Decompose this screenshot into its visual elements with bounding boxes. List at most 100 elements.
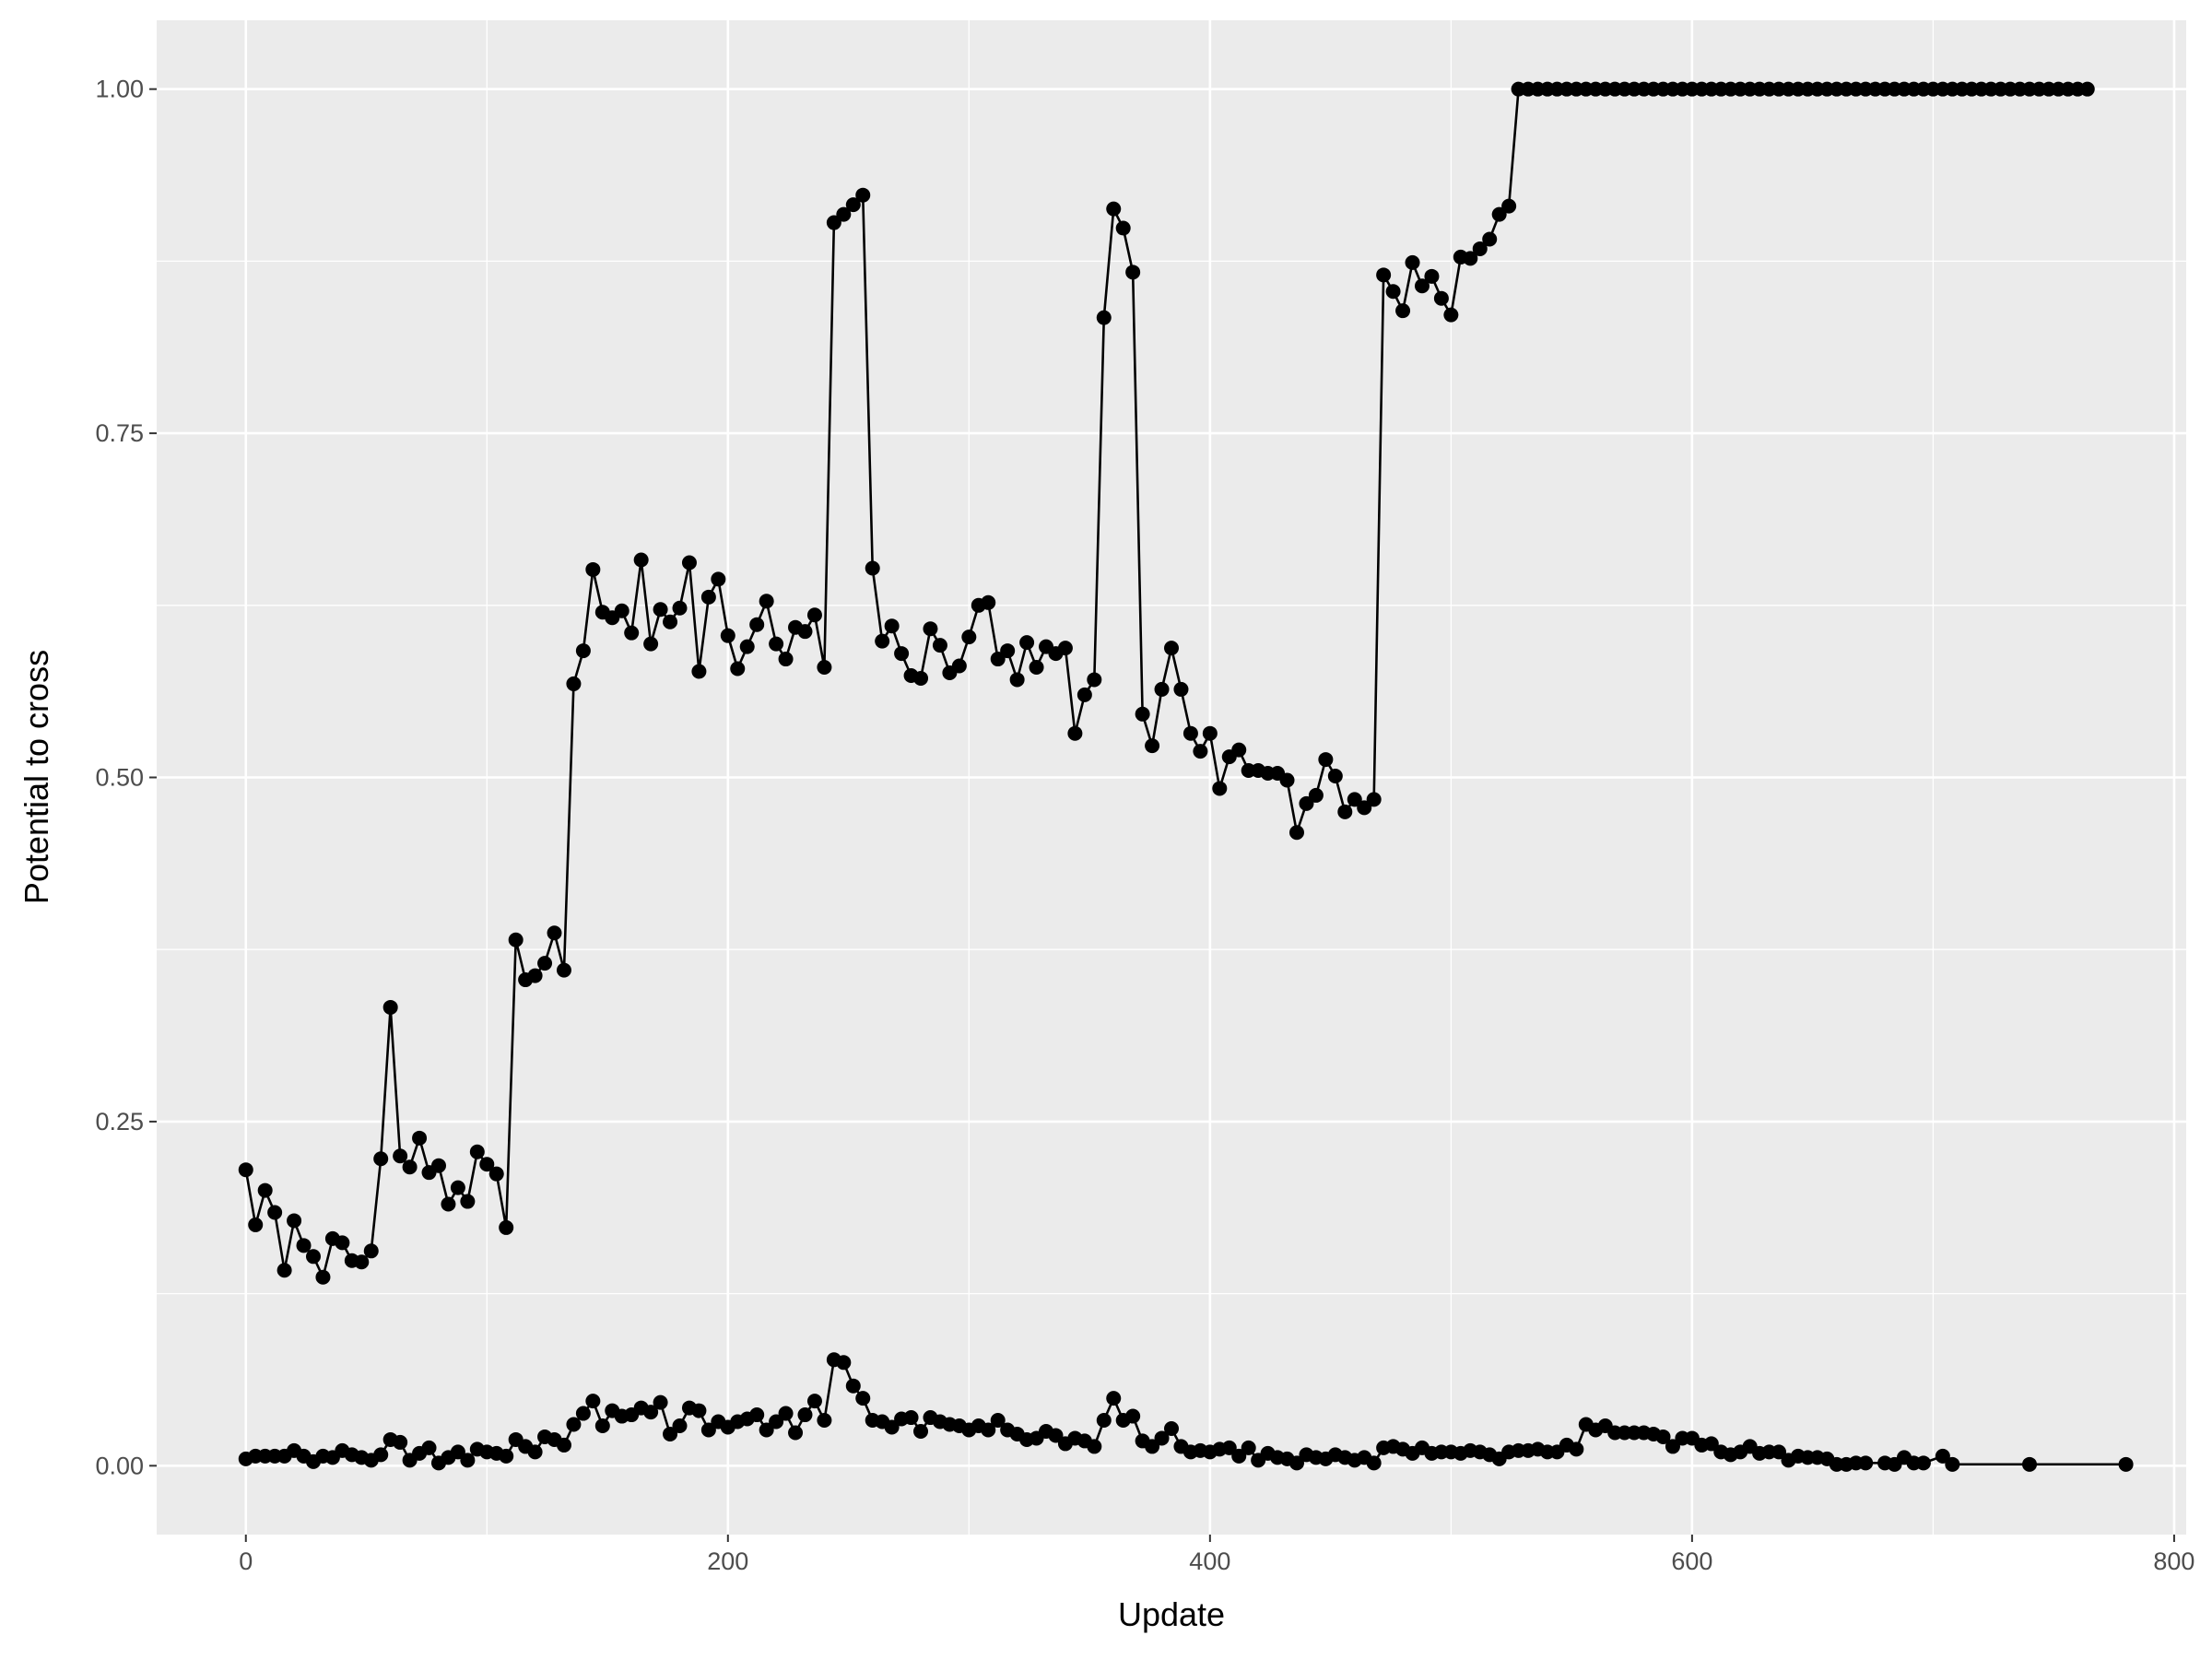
data-point: [1009, 672, 1025, 688]
data-point: [700, 589, 716, 605]
data-point: [1057, 641, 1073, 656]
data-point: [2079, 81, 2095, 97]
data-point: [769, 636, 784, 652]
y-tick-label: 1.00: [95, 76, 144, 103]
data-point: [1135, 706, 1150, 722]
data-point: [1308, 787, 1324, 803]
data-point: [1327, 769, 1343, 784]
data-point: [421, 1440, 437, 1455]
data-point: [1424, 268, 1440, 284]
data-point: [393, 1148, 408, 1164]
x-axis-title: Update: [1118, 1595, 1225, 1633]
data-point: [1395, 303, 1411, 319]
data-point: [855, 1391, 871, 1406]
data-point: [653, 1394, 668, 1410]
data-point: [624, 625, 640, 641]
data-point: [875, 633, 890, 649]
data-point: [663, 1426, 678, 1441]
data-point: [1385, 284, 1401, 300]
data-point: [1405, 254, 1420, 270]
data-point: [1945, 1456, 1960, 1472]
data-point: [305, 1249, 321, 1265]
data-point: [817, 660, 832, 676]
data-point: [393, 1434, 408, 1450]
x-tick-label: 800: [2153, 1547, 2194, 1575]
x-tick-label: 600: [1671, 1547, 1712, 1575]
data-point: [469, 1144, 485, 1159]
data-point: [1164, 641, 1179, 656]
data-point: [1231, 1448, 1247, 1464]
data-point: [720, 628, 735, 643]
data-point: [1145, 1439, 1160, 1454]
data-point: [1299, 795, 1314, 811]
data-point: [1154, 681, 1170, 697]
series-1: [238, 81, 2095, 1285]
data-point: [547, 925, 562, 941]
data-point: [981, 1422, 996, 1438]
data-point: [1655, 1429, 1671, 1444]
data-point: [1212, 781, 1228, 796]
data-series: [238, 81, 2134, 1472]
data-point: [1106, 201, 1122, 217]
data-point: [2022, 1456, 2038, 1472]
data-point: [566, 1417, 582, 1432]
data-point: [797, 624, 813, 640]
data-point: [488, 1166, 504, 1182]
series-2: [238, 1352, 2134, 1472]
data-point: [981, 594, 996, 610]
data-point: [1221, 1440, 1237, 1455]
data-point: [248, 1217, 264, 1232]
data-point: [537, 956, 553, 971]
data-point: [730, 661, 746, 677]
y-axis-title: Potential to cross: [18, 650, 55, 904]
data-point: [1491, 206, 1507, 222]
data-point: [527, 1444, 543, 1460]
data-point: [1915, 1455, 1931, 1471]
data-point: [430, 1158, 446, 1173]
data-point: [1241, 1440, 1256, 1455]
x-axis: 0 200 400 600 800: [239, 1535, 2194, 1575]
data-point: [884, 1419, 900, 1435]
data-point: [769, 1414, 784, 1430]
data-point: [257, 1182, 273, 1198]
data-point: [499, 1448, 514, 1464]
data-point: [749, 1407, 765, 1423]
data-point: [1357, 800, 1372, 816]
data-point: [566, 676, 582, 691]
data-point: [903, 1410, 919, 1426]
data-point: [1347, 792, 1362, 807]
data-point: [1182, 725, 1198, 741]
data-point: [1472, 241, 1488, 256]
grid-lines: [157, 20, 2186, 1535]
data-point: [585, 561, 601, 577]
data-point: [1366, 792, 1382, 807]
data-point: [1019, 635, 1035, 651]
data-point: [1125, 265, 1141, 280]
data-point: [1173, 681, 1189, 697]
data-point: [450, 1444, 465, 1460]
data-point: [614, 603, 629, 618]
data-point: [354, 1254, 370, 1270]
data-point: [1087, 672, 1102, 688]
data-point: [806, 607, 822, 623]
data-point: [759, 594, 774, 609]
data-point: [556, 962, 571, 978]
y-tick-label: 0.75: [95, 419, 144, 447]
data-point: [845, 197, 861, 213]
data-point: [855, 187, 871, 203]
y-tick-label: 0.25: [95, 1108, 144, 1135]
data-point: [287, 1213, 302, 1229]
data-point: [1067, 725, 1083, 741]
data-point: [1318, 752, 1334, 768]
data-point: [932, 638, 947, 653]
data-point: [315, 1269, 331, 1285]
data-point: [1106, 1391, 1122, 1406]
data-point: [845, 1378, 861, 1394]
data-point: [575, 643, 591, 659]
data-point: [363, 1243, 379, 1259]
data-point: [951, 658, 967, 674]
data-point: [335, 1235, 350, 1251]
y-tick-label: 0.50: [95, 764, 144, 792]
data-point: [961, 629, 977, 645]
